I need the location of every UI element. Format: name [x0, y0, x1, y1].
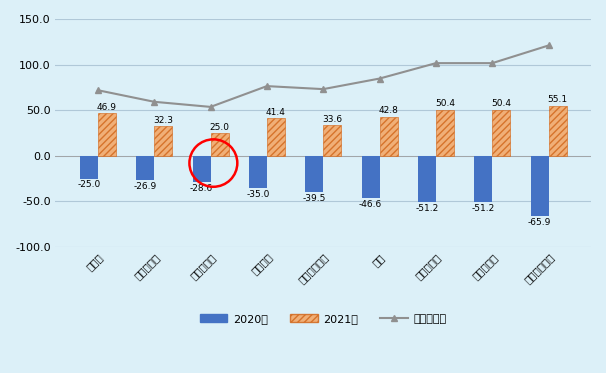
Bar: [531, 156, 548, 216]
Bar: [379, 117, 398, 156]
Text: 50.4: 50.4: [435, 100, 455, 109]
Bar: [492, 110, 510, 156]
Text: -26.9: -26.9: [133, 182, 157, 191]
Bar: [436, 110, 454, 156]
Text: 33.6: 33.6: [322, 115, 342, 124]
Text: -28.6: -28.6: [190, 184, 213, 193]
Text: -39.5: -39.5: [302, 194, 326, 203]
Text: 50.4: 50.4: [491, 100, 511, 109]
Bar: [193, 156, 210, 182]
Text: 55.1: 55.1: [548, 95, 568, 104]
Text: 46.9: 46.9: [97, 103, 117, 112]
Bar: [210, 133, 228, 156]
Text: 42.8: 42.8: [379, 106, 399, 115]
Text: -46.6: -46.6: [359, 200, 382, 209]
Bar: [267, 118, 285, 156]
Bar: [98, 113, 116, 156]
Bar: [362, 156, 379, 198]
Text: 41.4: 41.4: [266, 108, 286, 117]
Text: 32.3: 32.3: [153, 116, 173, 125]
Bar: [136, 156, 154, 180]
Bar: [154, 126, 172, 156]
Legend: 2020年, 2021年, ポイント差: 2020年, 2021年, ポイント差: [195, 309, 451, 328]
Bar: [474, 156, 492, 203]
Bar: [249, 156, 267, 188]
Text: 25.0: 25.0: [210, 123, 230, 132]
Bar: [305, 156, 323, 192]
Text: -51.2: -51.2: [471, 204, 495, 213]
Bar: [418, 156, 436, 203]
Bar: [80, 156, 98, 179]
Bar: [548, 106, 567, 156]
Text: -35.0: -35.0: [246, 189, 270, 198]
Text: -25.0: -25.0: [77, 181, 101, 189]
Bar: [323, 125, 341, 156]
Text: -51.2: -51.2: [415, 204, 439, 213]
Text: -65.9: -65.9: [528, 218, 551, 227]
